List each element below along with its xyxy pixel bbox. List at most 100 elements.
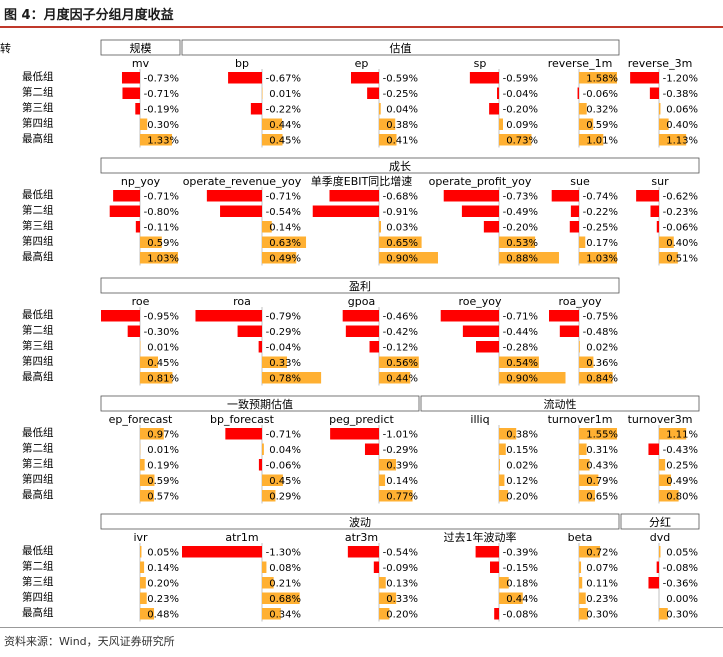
bar	[135, 221, 140, 233]
bar	[579, 443, 587, 455]
bar	[499, 236, 536, 248]
series-name: ivr	[133, 531, 148, 544]
bar	[648, 577, 659, 589]
row-label: 第二组	[22, 324, 54, 337]
data-label: -0.19%	[144, 105, 179, 116]
bar	[262, 236, 307, 248]
data-label: -0.80%	[144, 207, 179, 218]
data-label: 0.20%	[386, 610, 418, 621]
bar	[262, 577, 274, 589]
data-label: 0.36%	[586, 358, 618, 369]
bar	[462, 325, 499, 337]
data-label: 1.11%	[666, 430, 698, 441]
row-label: 第三组	[22, 457, 54, 470]
bar	[312, 205, 379, 217]
data-label: -0.30%	[144, 327, 179, 338]
data-label: -0.36%	[663, 579, 698, 590]
bar	[228, 72, 262, 84]
series-name: 单季度EBIT同比增速	[311, 174, 412, 188]
data-label: -0.22%	[266, 105, 301, 116]
data-label: -0.67%	[266, 74, 301, 85]
series-name: 过去1年波动率	[444, 530, 517, 544]
bar	[140, 459, 145, 471]
group-header-box	[100, 157, 700, 174]
data-label: 1.01%	[586, 136, 618, 147]
bar	[579, 577, 583, 589]
data-label: -0.29%	[383, 445, 418, 456]
series-name: roa_yoy	[558, 295, 601, 308]
row-label: 第二组	[22, 204, 54, 217]
data-label: -0.08%	[503, 610, 538, 621]
bar	[570, 205, 579, 217]
source-note: 资料来源：Wind，天风证券研究所	[4, 635, 175, 648]
series-name: operate_profit_yoy	[429, 175, 532, 188]
data-label: 0.30%	[586, 610, 618, 621]
data-label: -0.09%	[383, 563, 418, 574]
bar	[109, 205, 140, 217]
bar	[140, 118, 148, 130]
bar	[577, 87, 579, 99]
series-name: atr3m	[345, 531, 378, 544]
data-label: 0.45%	[269, 136, 301, 147]
data-label: 0.01%	[147, 445, 179, 456]
bar	[127, 325, 140, 337]
data-label: 1.03%	[147, 254, 179, 265]
data-label: -0.04%	[266, 343, 301, 354]
bar	[636, 190, 659, 202]
bar	[579, 546, 601, 558]
data-label: 0.54%	[506, 358, 538, 369]
bar	[367, 87, 379, 99]
data-label: 0.29%	[269, 492, 301, 503]
bar	[579, 341, 580, 353]
data-label: 0.32%	[586, 105, 618, 116]
row-label: 第二组	[22, 442, 54, 455]
bar	[379, 118, 396, 130]
bar	[579, 134, 604, 146]
data-label: 0.48%	[147, 610, 179, 621]
data-label: 1.13%	[666, 136, 698, 147]
group-header-label: 反转	[0, 41, 11, 55]
series-name: reverse_1m	[548, 57, 613, 70]
group-header-label: 成长	[389, 160, 411, 173]
bar	[659, 252, 678, 264]
bar	[140, 592, 147, 604]
series-name: sp	[474, 57, 487, 70]
bar	[499, 443, 506, 455]
bar	[182, 546, 262, 558]
bar	[140, 577, 146, 589]
data-label: -0.20%	[503, 223, 538, 234]
row-label: 第三组	[22, 101, 54, 114]
bar	[262, 561, 267, 573]
data-label: -0.06%	[266, 461, 301, 472]
group-header-box	[100, 39, 181, 56]
group-header-label: 盈利	[349, 280, 371, 293]
row-label: 最高组	[22, 250, 54, 263]
bar	[499, 490, 509, 502]
series-name: roe_yoy	[458, 295, 502, 308]
data-label: -0.43%	[663, 445, 698, 456]
data-label: 0.45%	[147, 358, 179, 369]
bar	[379, 252, 438, 264]
data-label: -0.73%	[144, 74, 179, 85]
bar	[659, 608, 668, 620]
data-label: 1.55%	[586, 430, 618, 441]
bar	[262, 356, 288, 368]
bar	[483, 221, 499, 233]
bar	[206, 190, 262, 202]
row-label: 最低组	[22, 308, 54, 321]
data-label: 0.49%	[269, 254, 301, 265]
bar	[579, 372, 613, 384]
series-name: mv	[132, 57, 150, 70]
row-label: 第四组	[22, 117, 54, 130]
row-label: 第二组	[22, 560, 54, 573]
bar	[476, 341, 499, 353]
data-label: -0.74%	[583, 192, 618, 203]
data-label: 0.31%	[586, 445, 618, 456]
data-label: -0.38%	[663, 89, 698, 100]
series-name: operate_revenue_yoy	[183, 175, 302, 188]
bar	[659, 118, 669, 130]
data-label: 0.23%	[147, 594, 179, 605]
data-label: 0.59%	[147, 238, 179, 249]
bar	[342, 310, 379, 322]
data-label: -0.15%	[503, 563, 538, 574]
